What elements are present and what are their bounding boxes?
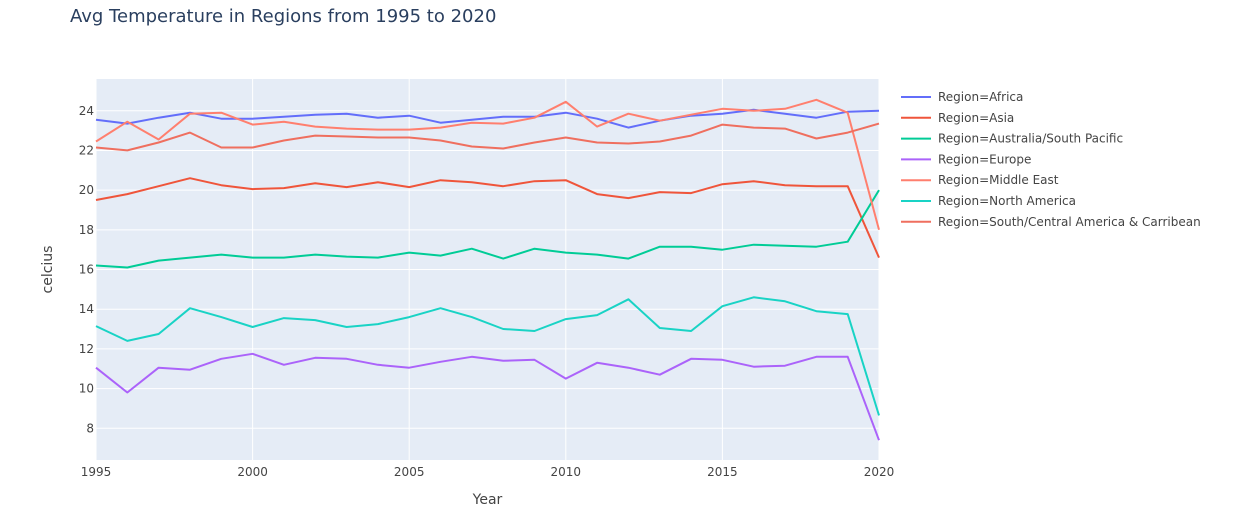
legend-item: Region=Asia — [938, 111, 1014, 125]
y-axis-ticks: 8 10 12 14 16 18 20 22 24 — [79, 104, 94, 436]
x-tick-label: 2005 — [394, 465, 425, 479]
y-tick-label: 14 — [79, 302, 94, 316]
y-axis-title: celcius — [40, 246, 56, 294]
y-tick-label: 12 — [79, 342, 94, 356]
x-tick-label: 2010 — [551, 465, 582, 479]
legend-item: Region=Africa — [938, 90, 1023, 104]
legend-item: Region=Australia/South Pacific — [938, 132, 1123, 146]
y-tick-label: 10 — [79, 382, 94, 396]
y-tick-label: 20 — [79, 183, 94, 197]
series-line — [95, 189, 880, 269]
x-tick-label: 2020 — [864, 465, 895, 479]
x-axis-title: Year — [472, 492, 503, 508]
y-tick-label: 16 — [79, 263, 94, 277]
series-line — [95, 352, 880, 441]
legend-item: Region=Middle East — [938, 173, 1059, 187]
x-tick-label: 1995 — [81, 465, 112, 479]
y-tick-label: 22 — [79, 143, 94, 157]
series-line — [95, 177, 880, 259]
series-line — [95, 296, 880, 416]
y-tick-label: 8 — [86, 421, 94, 435]
series-line — [95, 98, 880, 231]
legend-item: Region=North America — [938, 194, 1076, 208]
x-tick-label: 2000 — [237, 465, 268, 479]
chart-title: Avg Temperature in Regions from 1995 to … — [70, 6, 497, 27]
x-tick-label: 2015 — [707, 465, 738, 479]
legend-item: Region=Europe — [938, 152, 1031, 166]
series-lines — [95, 98, 880, 441]
y-tick-label: 24 — [79, 104, 94, 118]
x-axis-ticks: 1995 2000 2005 2010 2015 2020 — [81, 465, 895, 479]
legend: Region=Africa Region=Asia Region=Australia… — [901, 90, 1201, 229]
legend-item: Region=South/Central America & Carribean — [938, 215, 1201, 229]
series-line — [95, 122, 880, 152]
y-tick-label: 18 — [79, 223, 94, 237]
